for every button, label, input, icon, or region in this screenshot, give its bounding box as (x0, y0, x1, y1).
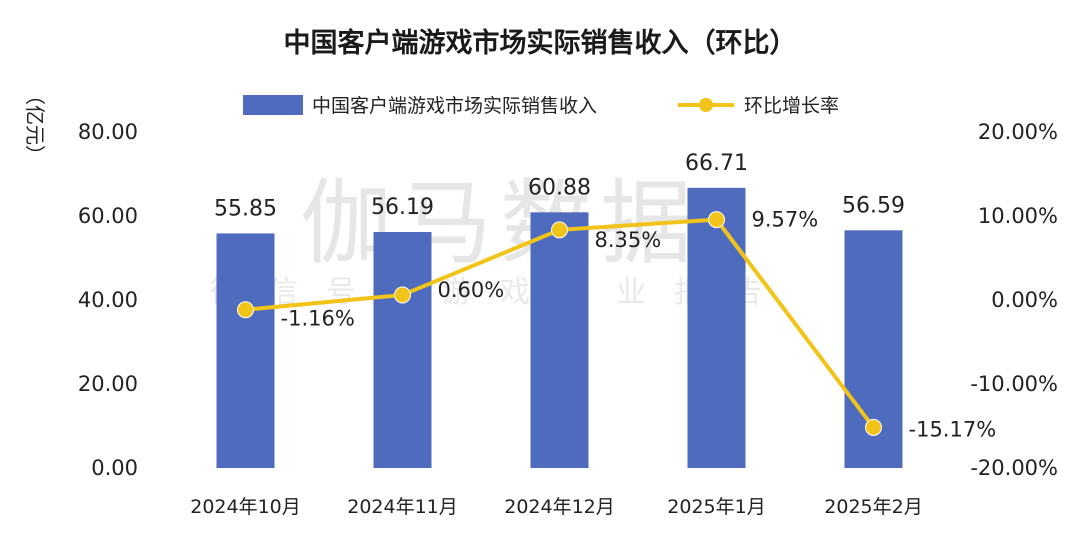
line-series (237, 211, 882, 436)
bar-data-labels: 55.85 56.19 60.88 66.71 56.59 (214, 151, 905, 222)
x-category-label: 2024年12月 (504, 496, 615, 518)
bar-value-label: 66.71 (685, 151, 748, 176)
x-axis: 2024年10月 2024年11月 2024年12月 2025年1月 2025年2月 (190, 496, 922, 518)
x-category-label: 2025年1月 (667, 496, 765, 518)
right-tick-label: -20.00% (970, 456, 1058, 480)
growth-point (708, 211, 725, 229)
chart-title: 中国客户端游戏市场实际销售收入（环比） (284, 27, 797, 59)
legend-bar-label: 中国客户端游戏市场实际销售收入 (312, 95, 597, 117)
growth-point (551, 221, 568, 239)
bar-value-label: 55.85 (214, 196, 277, 221)
left-tick-label: 40.00 (78, 288, 138, 312)
x-category-label: 2024年10月 (190, 496, 301, 518)
bar (687, 187, 746, 468)
growth-point (237, 301, 254, 319)
x-category-label: 2024年11月 (347, 496, 458, 518)
growth-value-label: 0.60% (438, 278, 505, 302)
bar (530, 212, 589, 468)
growth-value-label: -1.16% (281, 307, 355, 331)
legend-line-label: 环比增长率 (744, 95, 839, 117)
bar-value-label: 60.88 (528, 175, 591, 200)
left-tick-label: 80.00 (78, 120, 138, 144)
left-axis: 0.00 20.00 40.00 60.00 80.00 (78, 120, 138, 480)
bar (373, 232, 432, 468)
left-tick-label: 0.00 (91, 456, 138, 480)
growth-value-label: 9.57% (752, 208, 819, 232)
left-tick-label: 60.00 (78, 204, 138, 228)
right-tick-label: 10.00% (978, 204, 1058, 228)
legend: 中国客户端游戏市场实际销售收入 环比增长率 (243, 95, 839, 117)
left-axis-unit: （亿元） (23, 85, 47, 165)
line-data-labels: -1.16% 0.60% 8.35% 9.57% -15.17% (281, 208, 997, 442)
right-tick-label: 20.00% (978, 120, 1058, 144)
bar-series (216, 187, 903, 468)
legend-bar-swatch (243, 95, 303, 115)
growth-point (394, 286, 411, 304)
growth-point (865, 418, 882, 436)
x-category-label: 2025年2月 (824, 496, 922, 518)
right-axis: -20.00% -10.00% 0.00% 10.00% 20.00% (970, 120, 1058, 480)
legend-line-marker (699, 98, 713, 112)
bar-value-label: 56.59 (842, 193, 905, 218)
growth-value-label: -15.17% (909, 417, 997, 441)
growth-value-label: 8.35% (595, 228, 662, 252)
bar (216, 233, 275, 468)
right-tick-label: -10.00% (970, 372, 1058, 396)
right-tick-label: 0.00% (991, 288, 1058, 312)
left-tick-label: 20.00 (78, 372, 138, 396)
bar-value-label: 56.19 (371, 195, 434, 220)
